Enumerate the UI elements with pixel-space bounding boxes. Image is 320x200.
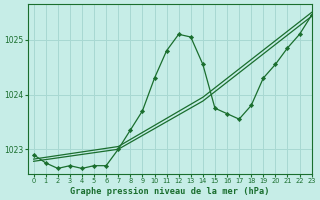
X-axis label: Graphe pression niveau de la mer (hPa): Graphe pression niveau de la mer (hPa) [70,187,269,196]
